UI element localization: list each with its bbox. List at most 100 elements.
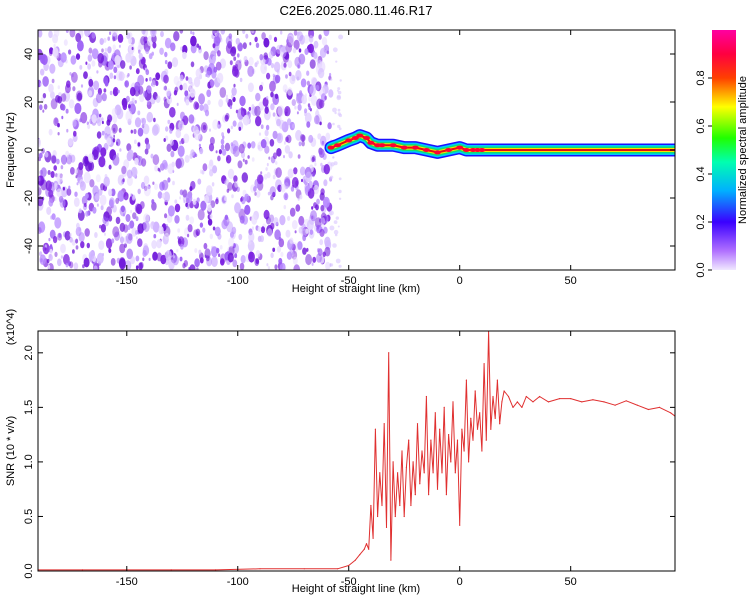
snr-point — [379, 472, 381, 474]
noise-speckle — [112, 154, 120, 166]
noise-speckle — [270, 252, 274, 259]
noise-speckle — [181, 44, 188, 54]
noise-speckle — [142, 249, 147, 258]
noise-speckle — [129, 192, 132, 197]
noise-speckle — [111, 108, 117, 117]
noise-speckle — [302, 247, 307, 255]
noise-speckle — [137, 127, 144, 137]
noise-speckle — [207, 218, 213, 226]
chart-title: C2E6.2025.080.11.46.R17 — [280, 3, 433, 18]
noise-speckle — [124, 80, 129, 88]
noise-speckle — [273, 217, 279, 226]
noise-speckle — [48, 253, 53, 262]
noise-speckle — [65, 30, 69, 33]
noise-speckle — [190, 61, 195, 68]
noise-speckle — [293, 39, 300, 50]
noise-speckle — [171, 161, 175, 168]
noise-speckle — [111, 130, 114, 134]
noise-speckle — [240, 255, 246, 264]
snr-point — [416, 423, 419, 425]
noise-speckle — [242, 158, 245, 162]
noise-speckle — [198, 249, 202, 255]
snr-point — [452, 401, 454, 403]
noise-speckle — [283, 141, 286, 145]
noise-speckle — [117, 33, 124, 43]
noise-speckle — [161, 179, 169, 191]
noise-speckle — [96, 131, 102, 139]
noise-speckle — [229, 60, 233, 66]
noise-speckle — [182, 190, 188, 198]
noise-speckle — [188, 77, 193, 85]
noise-speckle — [261, 32, 266, 40]
noise-speckle — [220, 258, 225, 266]
snr-point — [494, 417, 496, 419]
noise-speckle — [154, 165, 159, 172]
noise-speckle — [40, 179, 48, 191]
noise-speckle — [179, 84, 183, 91]
noise-speckle — [196, 267, 199, 270]
noise-speckle — [338, 197, 342, 200]
noise-speckle — [299, 34, 306, 45]
noise-speckle — [131, 46, 134, 51]
noise-speckle — [89, 179, 95, 188]
noise-speckle — [118, 258, 126, 270]
noise-speckle — [304, 108, 308, 114]
noise-speckle — [53, 117, 59, 127]
noise-speckle — [69, 232, 72, 237]
noise-speckle — [187, 224, 193, 233]
noise-speckle — [53, 44, 56, 48]
noise-speckle — [319, 192, 325, 201]
spectrogram-y-tick-label: -20 — [23, 190, 35, 206]
noise-speckle — [100, 147, 107, 157]
noise-speckle — [58, 233, 62, 238]
noise-speckle — [301, 134, 306, 142]
noise-speckle — [254, 191, 257, 196]
noise-speckle — [58, 195, 64, 203]
noise-speckle — [322, 196, 330, 208]
noise-speckle — [137, 142, 141, 147]
noise-speckle — [155, 72, 161, 81]
noise-speckle — [198, 143, 201, 148]
noise-speckle — [41, 147, 45, 154]
noise-speckle — [88, 47, 93, 54]
noise-speckle — [320, 217, 326, 225]
noise-speckle — [283, 155, 285, 159]
snr-point — [516, 401, 519, 403]
noise-speckle — [95, 174, 101, 183]
noise-speckle — [141, 30, 146, 35]
noise-speckle — [44, 151, 49, 158]
noise-speckle — [152, 41, 157, 49]
noise-speckle — [127, 104, 131, 109]
noise-speckle — [70, 55, 77, 65]
noise-speckle — [134, 81, 141, 92]
noise-speckle — [200, 122, 208, 134]
noise-speckle — [39, 152, 43, 159]
noise-speckle — [76, 166, 83, 178]
noise-speckle — [48, 198, 54, 207]
noise-speckle — [265, 167, 268, 171]
noise-speckle — [221, 219, 228, 230]
noise-speckle — [113, 134, 115, 138]
noise-speckle — [212, 119, 219, 130]
noise-speckle — [242, 42, 247, 50]
noise-speckle — [173, 75, 180, 86]
noise-speckle — [323, 164, 330, 175]
noise-speckle — [118, 127, 122, 133]
noise-speckle — [315, 204, 319, 211]
noise-speckle — [201, 170, 205, 175]
noise-speckle — [71, 71, 78, 83]
noise-speckle — [179, 256, 183, 262]
noise-speckle — [108, 215, 113, 222]
noise-speckle — [199, 257, 204, 264]
noise-speckle — [313, 184, 319, 195]
snr-point — [570, 398, 572, 400]
noise-speckle — [143, 184, 151, 197]
noise-speckle — [176, 249, 179, 253]
noise-speckle — [304, 48, 309, 55]
noise-speckle — [231, 194, 234, 199]
snr-x-tick-label: -100 — [227, 576, 249, 588]
noise-speckle — [225, 112, 230, 120]
noise-speckle — [289, 207, 296, 217]
colorbar-tick-label: 0.8 — [695, 70, 707, 85]
noise-speckle — [169, 128, 173, 134]
